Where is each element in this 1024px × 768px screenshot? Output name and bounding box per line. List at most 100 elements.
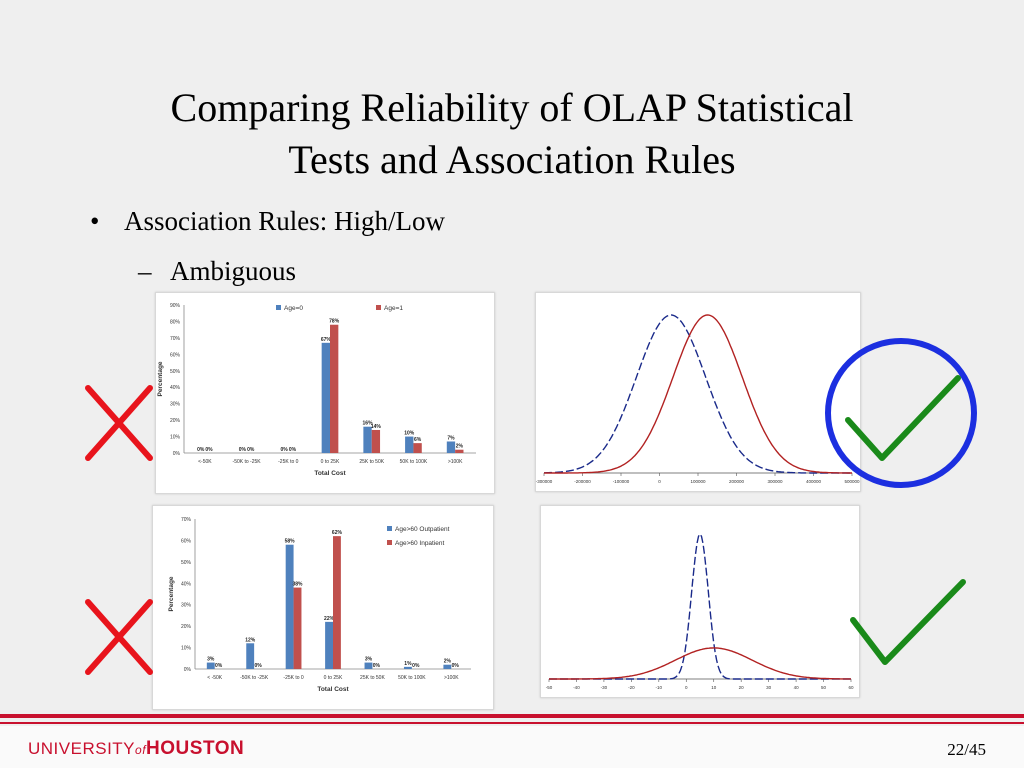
bar [206, 662, 215, 669]
bar [246, 643, 255, 669]
x-tick-label: 50K to 100K [400, 459, 428, 465]
data-label: 0% [197, 447, 205, 453]
solid-curve [544, 314, 852, 474]
y-tick-label: 10% [181, 646, 192, 652]
bullet-dot: • [90, 206, 100, 236]
y-axis-label: Percentage [157, 361, 164, 396]
curve-chart-bottom-svg: -50 -40 -30 -20 -10 0 10 20 30 40 50 60 [546, 532, 854, 690]
bar [325, 621, 333, 669]
check-icon [845, 375, 961, 461]
bar [363, 426, 372, 453]
bar-chart-age: 0% 10% 20% 30% 40% 50% 60% 70% 80% 90% <-50K 0% 0% -5… [155, 292, 495, 494]
data-label: 22% [324, 616, 335, 622]
x-tick-label: >100K [444, 675, 459, 681]
y-tick-label: 30% [170, 402, 181, 408]
y-tick-label: 0% [184, 667, 192, 673]
x-tick-label: -20 [628, 685, 635, 690]
bar [330, 324, 339, 453]
data-label: 38% [293, 582, 304, 588]
data-label: 62% [332, 530, 343, 536]
bar [443, 664, 452, 669]
bar [364, 662, 373, 669]
title-line-1: Comparing Reliability of OLAP Statistica… [170, 85, 854, 130]
y-tick-label: 90% [170, 303, 181, 309]
x-tick-label: 0 to 25K [321, 459, 340, 465]
data-label: 10% [404, 431, 415, 437]
legend-swatch [276, 305, 281, 310]
bullet-text: Association Rules: High/Low [124, 206, 445, 236]
curve-chart-top: -300000 -200000 -100000 0 100000 200000 300000… [535, 292, 861, 492]
y-tick-label: 30% [181, 603, 192, 609]
x-tick-label: 20 [739, 685, 745, 690]
x-tick-label: -200000 [574, 479, 591, 484]
bar [293, 587, 302, 669]
bar-chart-patient: 0% 10% 20% 30% 40% 50% 60% 70% < -50K 3% 0% -50K to… [152, 505, 494, 710]
sub-bullet-dash: – [138, 256, 152, 286]
cross-icon [85, 385, 153, 461]
university-logo: UNIVERSITYofHOUSTON [28, 738, 244, 760]
x-tick-label: -50K to -25K [240, 675, 269, 681]
y-tick-label: 20% [181, 624, 192, 630]
y-tick-label: 70% [170, 336, 181, 342]
x-tick-label: -40 [573, 685, 580, 690]
x-tick-label: 500000 [844, 479, 860, 484]
sub-bullet-text: Ambiguous [170, 256, 297, 286]
bar [333, 536, 341, 669]
y-tick-label: 40% [181, 581, 192, 587]
x-tick-label: 300000 [767, 479, 783, 484]
bar [405, 436, 414, 453]
title-line-2: Tests and Association Rules [288, 137, 736, 182]
x-tick-label: 200000 [729, 479, 745, 484]
x-tick-label: 0 [658, 479, 661, 484]
data-label: 67% [321, 337, 332, 343]
data-label: 0% [452, 663, 460, 669]
x-tick-label: 60 [848, 685, 854, 690]
data-label: 7% [447, 435, 455, 441]
footer-rule-thin [0, 722, 1024, 724]
curve-chart-top-svg: -300000 -200000 -100000 0 100000 200000 300000… [536, 314, 860, 484]
x-tick-label: -25K to 0 [278, 459, 299, 465]
x-tick-label: 25K to 50K [360, 675, 385, 681]
bar [413, 443, 422, 453]
y-tick-label: 10% [170, 435, 181, 441]
data-label: 0% [412, 663, 420, 669]
y-axis-label: Percentage [168, 576, 175, 611]
logo-of: of [135, 743, 147, 757]
cross-icon [85, 599, 153, 675]
data-label: 0% [215, 663, 223, 669]
data-label: 1% [404, 661, 412, 667]
x-tick-label: -50 [546, 685, 553, 690]
legend-label: Age=1 [384, 305, 403, 312]
footer-rule [0, 714, 1024, 718]
check-icon [850, 579, 966, 665]
y-tick-label: 0% [173, 451, 181, 457]
x-tick-label: 0 [685, 685, 688, 690]
sub-bullet-item: – Ambiguous [138, 256, 296, 287]
x-tick-label: 400000 [806, 479, 822, 484]
x-tick-label: 0 to 25K [324, 675, 343, 681]
y-tick-label: 60% [181, 538, 192, 544]
legend-label: Age=0 [284, 305, 303, 312]
dashed-curve [544, 314, 852, 474]
x-tick-label: -300000 [536, 479, 553, 484]
x-tick-label: 40 [794, 685, 800, 690]
x-tick-label: -100000 [613, 479, 630, 484]
x-tick-label: 30 [766, 685, 772, 690]
x-tick-label: 25K to 50K [359, 459, 384, 465]
y-tick-label: 40% [170, 385, 181, 391]
x-axis-label: Total Cost [317, 686, 349, 693]
logo-houston: HOUSTON [146, 738, 245, 759]
data-label: 78% [329, 319, 340, 325]
data-label: 16% [363, 421, 374, 427]
x-axis-label: Total Cost [314, 470, 346, 477]
bullet-item: • Association Rules: High/Low [90, 206, 445, 237]
x-tick-label: -10 [656, 685, 663, 690]
curve-chart-bottom: -50 -40 -30 -20 -10 0 10 20 30 40 50 60 [540, 505, 860, 698]
data-label: 0% [247, 447, 255, 453]
logo-university: UNIVERSITY [28, 739, 136, 758]
data-label: 0% [373, 663, 381, 669]
legend-swatch [376, 305, 381, 310]
data-label: 58% [285, 539, 296, 545]
bar [321, 342, 330, 453]
